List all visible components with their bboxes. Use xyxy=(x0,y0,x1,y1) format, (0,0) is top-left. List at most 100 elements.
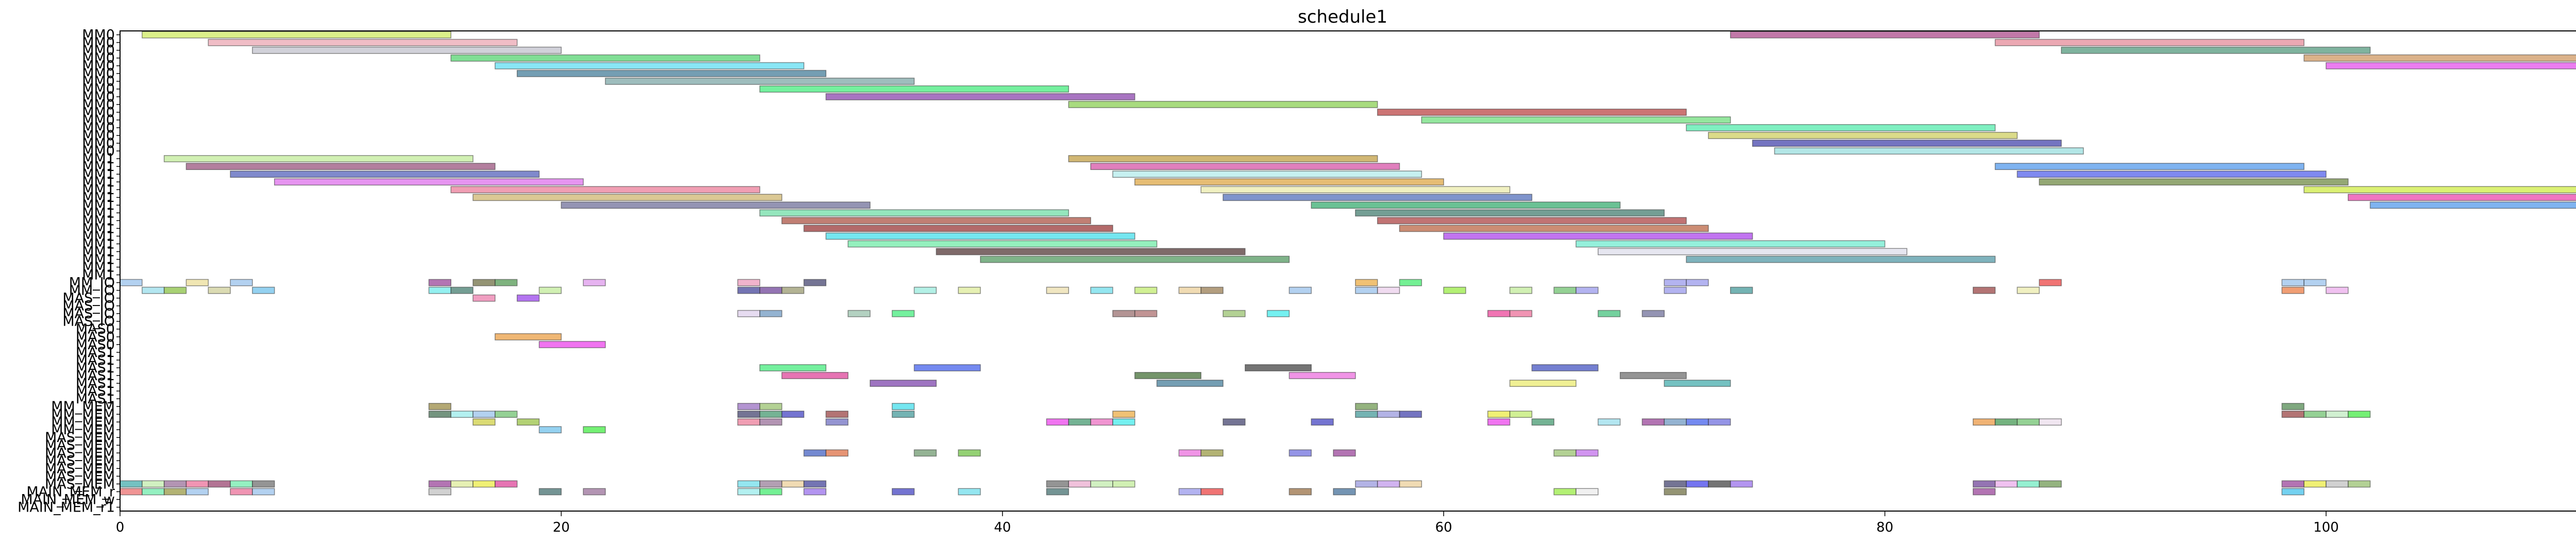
task-bar xyxy=(538,488,562,496)
task-bar xyxy=(516,294,540,302)
row-label: MAS_IO xyxy=(62,306,115,322)
task-bar xyxy=(2303,480,2327,488)
task-bar xyxy=(913,286,937,294)
task-bar xyxy=(1487,418,1511,426)
task-bar xyxy=(1156,380,1224,387)
task-bar xyxy=(1311,418,1334,426)
row-label: MM_MEM xyxy=(51,414,115,430)
row-label: MM0 xyxy=(82,128,115,144)
task-bar xyxy=(495,411,518,418)
task-bar xyxy=(1708,418,1731,426)
task-bar xyxy=(759,310,783,317)
task-bar xyxy=(2369,201,2576,209)
task-bar xyxy=(781,286,805,294)
row-label: MM_IO xyxy=(69,275,115,291)
task-bar xyxy=(472,411,496,418)
task-bar xyxy=(803,225,1113,232)
task-bar xyxy=(1377,286,1400,294)
task-bar xyxy=(472,418,496,426)
task-bar xyxy=(2039,178,2349,186)
x-tick-label: 100 xyxy=(2313,520,2339,535)
row-label: MAS_MEM xyxy=(45,445,115,461)
row-label: MM_IO xyxy=(69,283,115,299)
task-bar xyxy=(472,279,496,286)
row-label: MM0 xyxy=(82,27,115,43)
row-labels: MM0MM0MM0MM0MM0MM0MM0MM0MM0MM0MM0MM0MM0M… xyxy=(18,27,120,515)
task-bar xyxy=(538,426,562,434)
task-bar xyxy=(936,248,1246,256)
x-axis: 0 20 40 60 80 100 xyxy=(116,511,2339,535)
task-bar xyxy=(252,480,275,488)
row-label: MAS_IO xyxy=(62,291,115,307)
task-bar xyxy=(759,209,1069,217)
task-bar xyxy=(1730,31,2040,39)
task-bar xyxy=(2347,194,2576,201)
task-bar xyxy=(1355,403,1378,410)
task-bar xyxy=(737,418,760,426)
task-bar xyxy=(274,178,584,186)
task-bar xyxy=(208,480,231,488)
chart-title: schedule1 xyxy=(1298,7,1387,27)
task-bar xyxy=(1355,209,1665,217)
task-bar xyxy=(495,279,518,286)
task-bar xyxy=(803,480,826,488)
task-bar xyxy=(1664,418,1687,426)
row-label: MM_MEM xyxy=(51,399,115,415)
task-bar xyxy=(2281,411,2304,418)
row-label: MM1 xyxy=(82,197,115,213)
row-label: MM1 xyxy=(82,205,115,221)
row-label: MAS_IO xyxy=(62,298,115,314)
task-bar xyxy=(781,411,805,418)
task-bar xyxy=(1973,418,1996,426)
row-label: MM0 xyxy=(82,105,115,121)
task-bar xyxy=(1399,411,1422,418)
task-bar xyxy=(2061,46,2371,54)
task-bar xyxy=(1598,418,1621,426)
task-bar xyxy=(230,488,253,496)
task-bar xyxy=(1333,449,1356,457)
row-label: MM1 xyxy=(82,174,115,190)
task-bar xyxy=(428,480,452,488)
task-bar xyxy=(1774,147,2084,155)
task-bar xyxy=(583,279,606,286)
task-bar xyxy=(1355,411,1378,418)
row-label: MM0 xyxy=(82,135,115,151)
task-bar xyxy=(1178,286,1201,294)
task-bar xyxy=(781,372,849,379)
task-bar xyxy=(1686,124,1996,131)
row-label: MAS1 xyxy=(76,383,115,399)
task-bar xyxy=(1509,411,1533,418)
task-bar xyxy=(1200,449,1224,457)
task-bar xyxy=(1664,286,1687,294)
task-bar xyxy=(825,232,1136,240)
task-bar xyxy=(516,418,540,426)
task-bar xyxy=(1046,418,1069,426)
task-bar xyxy=(472,480,496,488)
task-bar xyxy=(958,488,981,496)
row-label: MAS1 xyxy=(76,360,115,376)
task-bar xyxy=(1223,418,1246,426)
task-bar xyxy=(495,480,518,488)
task-bar xyxy=(1598,310,1621,317)
task-bar xyxy=(1509,310,1533,317)
task-bar xyxy=(1421,116,1731,124)
task-bar xyxy=(583,488,606,496)
task-bar xyxy=(1399,279,1422,286)
task-bar xyxy=(1399,225,1709,232)
x-tick-label: 40 xyxy=(994,520,1011,535)
task-bar xyxy=(583,426,606,434)
row-label: MAS1 xyxy=(76,391,115,407)
task-bar xyxy=(1178,488,1201,496)
task-bar xyxy=(428,279,452,286)
task-bar xyxy=(1487,310,1511,317)
task-bar xyxy=(737,279,760,286)
task-bar xyxy=(891,411,915,418)
row-label: MM0 xyxy=(82,58,115,74)
row-label: MM1 xyxy=(82,251,115,267)
task-bar xyxy=(1178,449,1201,457)
task-bar xyxy=(450,186,760,194)
task-bar xyxy=(120,279,143,286)
task-bar xyxy=(913,449,937,457)
task-bar xyxy=(958,286,981,294)
task-bar xyxy=(759,411,783,418)
